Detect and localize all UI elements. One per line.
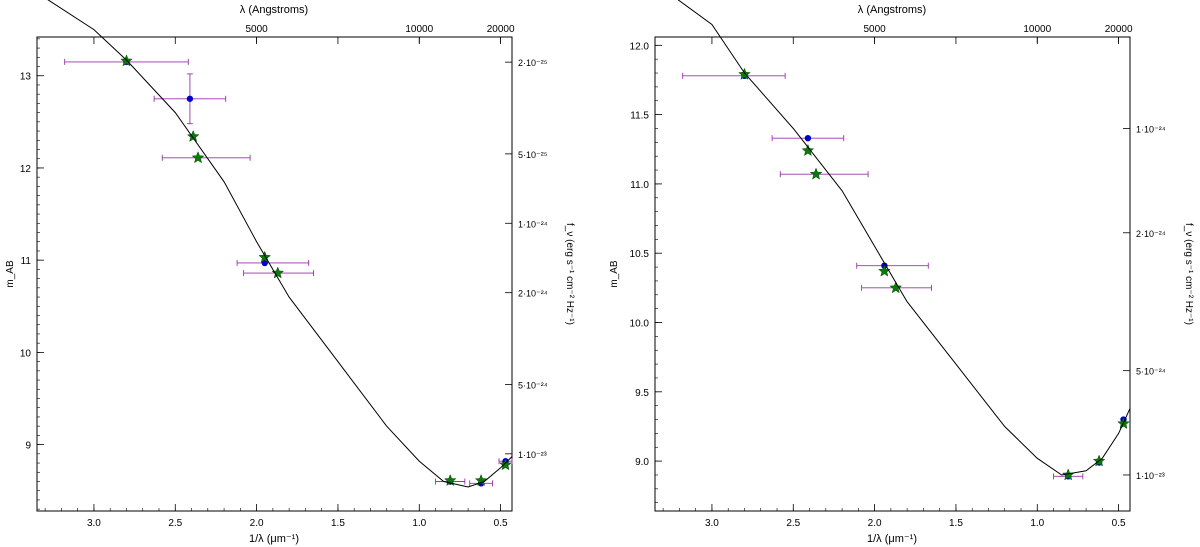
top-tick-label: 20000: [487, 24, 515, 35]
x-tick-label: 1.5: [331, 518, 345, 529]
y-tick-label: 11: [21, 256, 32, 267]
model-spectrum-line: [47, 0, 513, 488]
right-tick-label: 1·10⁻²³: [1136, 471, 1165, 481]
model-star-point: [738, 67, 751, 80]
model-star-point: [474, 473, 488, 486]
top-tick-label: 20000: [1105, 24, 1133, 35]
observed-point: [186, 95, 194, 102]
y-axis-label: m_AB: [5, 260, 16, 288]
y-tick-label: 13: [20, 72, 32, 83]
sed-panel-right: λ (Angstroms) 1/λ (μm⁻¹) m_AB f_ν (erg s…: [609, 0, 1194, 545]
observed-point: [804, 134, 812, 142]
y-tick-label: 9: [25, 441, 31, 452]
right-axis-label: f_ν (erg s⁻¹ cm⁻² Hz⁻¹): [564, 223, 575, 325]
x-tick-label: 2.5: [786, 518, 800, 529]
chart-marks: 3.0 2.5 2.0 1.5 1.0 0.5 9.0 9.5 10.0 10.5 11.0 11.5…: [630, 0, 1166, 529]
top-tick-label: 10000: [1023, 24, 1051, 35]
y-tick-label: 10.0: [630, 319, 650, 330]
y-tick-label: 12.0: [630, 41, 650, 52]
top-tick-label: 10000: [405, 24, 433, 35]
x-tick-label: 2.0: [868, 518, 882, 529]
model-star-point: [186, 129, 200, 142]
y-tick-label: 9.0: [635, 457, 649, 468]
chart-marks: 3.0 2.5 2.0 1.5 1.0 0.5 9 10 11 12 13 5000 10000 2000…: [20, 0, 548, 529]
right-tick-label: 2·10⁻²⁴: [1136, 229, 1166, 239]
model-star-point: [191, 151, 205, 164]
right-tick-label: 1·10⁻²⁴: [1136, 124, 1166, 134]
y-tick-label: 11.0: [630, 180, 649, 191]
model-star-point: [889, 281, 903, 294]
right-tick-label: 5·10⁻²⁴: [518, 380, 548, 390]
model-star-point: [878, 264, 891, 277]
right-tick-label: 2·10⁻²⁴: [518, 289, 548, 299]
x-tick-label: 0.5: [1112, 518, 1126, 529]
right-tick-label: 5·10⁻²⁴: [1136, 367, 1166, 377]
x-tick-label: 2.5: [168, 518, 182, 529]
right-tick-label: 1·10⁻²⁴: [518, 219, 548, 229]
y-axis-label: m_AB: [609, 260, 620, 288]
right-tick-label: 1·10⁻²³: [518, 450, 547, 460]
model-star-point: [801, 143, 815, 157]
plot-frame: [36, 36, 513, 512]
y-tick-label: 9.5: [635, 388, 649, 399]
top-tick-label: 5000: [245, 24, 268, 35]
top-tick-label: 5000: [863, 24, 886, 35]
y-tick-label: 10.5: [630, 249, 650, 260]
x-tick-label: 1.0: [1030, 518, 1044, 529]
x-tick-label: 3.0: [87, 518, 101, 529]
x-axis-label: 1/λ (μm⁻¹): [867, 533, 917, 545]
model-star-point: [271, 266, 285, 279]
x-tick-label: 1.0: [412, 518, 426, 529]
x-tick-label: 1.5: [949, 518, 963, 529]
y-tick-label: 11.5: [630, 111, 649, 122]
top-axis-label: λ (Angstroms): [240, 4, 308, 16]
plot-frame: [654, 36, 1131, 512]
y-tick-label: 10: [20, 348, 32, 359]
model-spectrum-line: [677, 0, 1131, 476]
y-tick-label: 12: [20, 164, 32, 175]
right-tick-label: 2·10⁻²⁵: [518, 58, 548, 68]
x-tick-label: 3.0: [705, 518, 719, 529]
model-star-point: [499, 458, 512, 471]
right-tick-label: 5·10⁻²⁵: [518, 150, 548, 160]
top-axis-label: λ (Angstroms): [858, 4, 926, 16]
sed-panel-left: λ (Angstroms) 1/λ (μm⁻¹) m_AB f_ν (erg s…: [5, 0, 575, 545]
model-star-point: [809, 167, 823, 180]
x-tick-label: 2.0: [250, 518, 264, 529]
x-axis-label: 1/λ (μm⁻¹): [249, 533, 299, 545]
x-tick-label: 0.5: [494, 518, 508, 529]
right-axis-label: f_ν (erg s⁻¹ cm⁻² Hz⁻¹): [1183, 223, 1194, 325]
